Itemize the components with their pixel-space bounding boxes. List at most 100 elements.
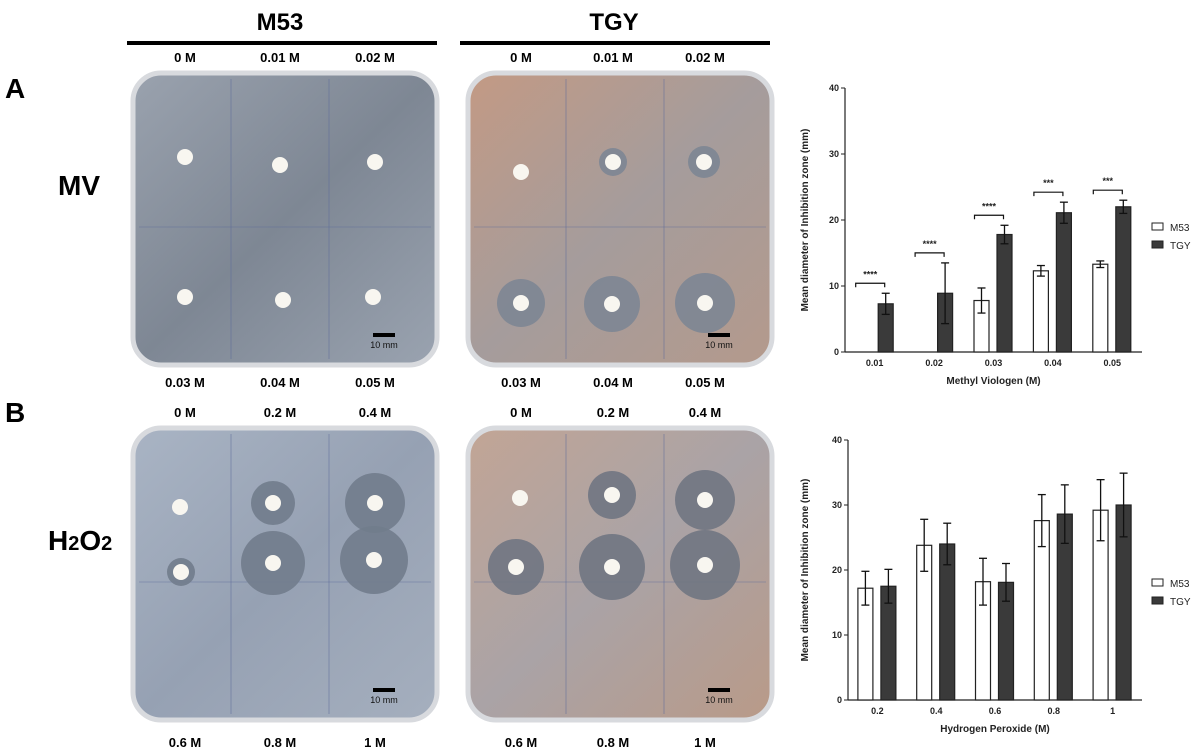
x-tick-label: 0.2 <box>871 706 884 716</box>
concentration-label-bottom: 0.6 M <box>169 735 202 750</box>
antibiotic-disk <box>697 557 713 573</box>
concentration-label-top: 0 M <box>174 405 196 420</box>
legend-label-tgy: TGY <box>1170 597 1191 608</box>
significance-label: **** <box>982 201 997 211</box>
column-divider-tgy <box>460 41 770 45</box>
charts: 0102030400.01****0.02****0.03****0.04***… <box>800 83 1191 735</box>
significance-label: *** <box>1103 176 1114 186</box>
concentration-label-bottom: 0.6 M <box>505 735 538 750</box>
concentration-label-top: 0.2 M <box>597 405 630 420</box>
antibiotic-disk <box>696 154 712 170</box>
legend-label-tgy: TGY <box>1170 241 1191 252</box>
column-header-m53: M53 <box>257 9 304 36</box>
y-tick-label: 0 <box>837 695 842 705</box>
bar-tgy <box>939 543 956 701</box>
concentration-label-top: 0.4 M <box>689 405 722 420</box>
y-tick-label: 40 <box>829 83 839 93</box>
bar-chart-methyl-viologen: 0 10 20 30 40 0.01 **** 0.02 **** 0.03 **** 0.04 ***… <box>800 83 1191 387</box>
column-divider-m53 <box>127 41 437 45</box>
plate-h2o2-tgy: 10 mm <box>465 425 775 723</box>
antibiotic-disk <box>512 490 528 506</box>
significance-label: **** <box>863 269 878 279</box>
antibiotic-disk <box>604 559 620 575</box>
legend-swatch-m53 <box>1151 222 1164 231</box>
x-tick-label: 0.01 <box>866 358 884 368</box>
concentration-label-bottom: 0.8 M <box>264 735 297 750</box>
antibiotic-disk <box>177 149 193 165</box>
bar-m53 <box>1033 519 1050 701</box>
legend-swatch-m53 <box>1151 578 1164 587</box>
antibiotic-disk <box>177 289 193 305</box>
concentration-label-top: 0.02 M <box>355 50 395 65</box>
concentration-label-bottom: 1 M <box>694 735 716 750</box>
bar-m53 <box>1092 263 1109 353</box>
row-label-mv: MV <box>58 170 100 201</box>
antibiotic-disk <box>265 495 281 511</box>
antibiotic-disk <box>697 492 713 508</box>
y-axis-label: Mean diameter of Inhibition zone (mm) <box>800 479 811 662</box>
y-tick-label: 40 <box>832 435 842 445</box>
x-axis-label: Methyl Viologen (M) <box>946 376 1040 387</box>
antibiotic-disk <box>604 487 620 503</box>
scale-bar-label: 10 mm <box>370 340 398 350</box>
x-tick-label: 1 <box>1110 706 1115 716</box>
y-tick-label: 10 <box>832 630 842 640</box>
concentration-label-bottom: 0.03 M <box>165 375 205 390</box>
scale-bar-label: 10 mm <box>370 695 398 705</box>
plates: 10 mm 10 mm 10 mm 10 mm <box>130 70 775 723</box>
concentration-label-top: 0 M <box>510 50 532 65</box>
legend-label-m53: M53 <box>1170 223 1190 234</box>
column-header-tgy: TGY <box>589 9 638 36</box>
y-tick-label: 20 <box>829 215 839 225</box>
antibiotic-disk <box>367 154 383 170</box>
antibiotic-disk <box>272 157 288 173</box>
y-axis-label: Mean diameter of Inhibition zone (mm) <box>800 129 811 312</box>
x-tick-label: 0.05 <box>1104 358 1122 368</box>
antibiotic-disk <box>697 295 713 311</box>
concentration-label-top: 0.02 M <box>685 50 725 65</box>
concentration-label-top: 0.01 M <box>260 50 300 65</box>
antibiotic-disk <box>365 289 381 305</box>
antibiotic-disk <box>508 559 524 575</box>
bar-tgy <box>1115 206 1132 353</box>
concentration-label-bottom: 0.05 M <box>685 375 725 390</box>
y-tick-label: 10 <box>829 281 839 291</box>
bar-tgy <box>996 233 1013 353</box>
concentration-label-bottom: 1 M <box>364 735 386 750</box>
legend-swatch-tgy <box>1151 240 1164 249</box>
significance-bracket <box>914 252 945 257</box>
x-tick-label: 0.03 <box>985 358 1003 368</box>
plate-h2o2-m53: 10 mm <box>130 425 440 723</box>
concentration-label-bottom: 0.05 M <box>355 375 395 390</box>
x-tick-label: 0.02 <box>925 358 943 368</box>
y-tick-label: 30 <box>829 149 839 159</box>
y-tick-label: 0 <box>834 347 839 357</box>
y-tick-label: 30 <box>832 500 842 510</box>
x-tick-label: 0.8 <box>1048 706 1061 716</box>
scale-bar-label: 10 mm <box>705 695 733 705</box>
antibiotic-disk <box>367 495 383 511</box>
antibiotic-disk <box>275 292 291 308</box>
legend-label-m53: M53 <box>1170 579 1190 590</box>
concentration-label-top: 0.2 M <box>264 405 297 420</box>
antibiotic-disk <box>265 555 281 571</box>
concentration-label-bottom: 0.8 M <box>597 735 630 750</box>
antibiotic-disk <box>513 164 529 180</box>
antibiotic-disk <box>605 154 621 170</box>
antibiotic-disk <box>173 564 189 580</box>
scale-bar <box>373 333 395 337</box>
concentration-label-top: 0.4 M <box>359 405 392 420</box>
x-tick-label: 0.04 <box>1044 358 1062 368</box>
antibiotic-disk <box>172 499 188 515</box>
concentration-label-top: 0.01 M <box>593 50 633 65</box>
row-label-h2o2: H2O2 <box>48 525 112 556</box>
concentration-label-bottom: 0.04 M <box>260 375 300 390</box>
scale-bar <box>708 333 730 337</box>
bar-m53 <box>1032 270 1050 353</box>
scale-bar-label: 10 mm <box>705 340 733 350</box>
y-tick-label: 20 <box>832 565 842 575</box>
x-tick-label: 0.6 <box>989 706 1002 716</box>
panel-label-a: A <box>5 73 25 104</box>
significance-label: *** <box>1043 178 1054 188</box>
